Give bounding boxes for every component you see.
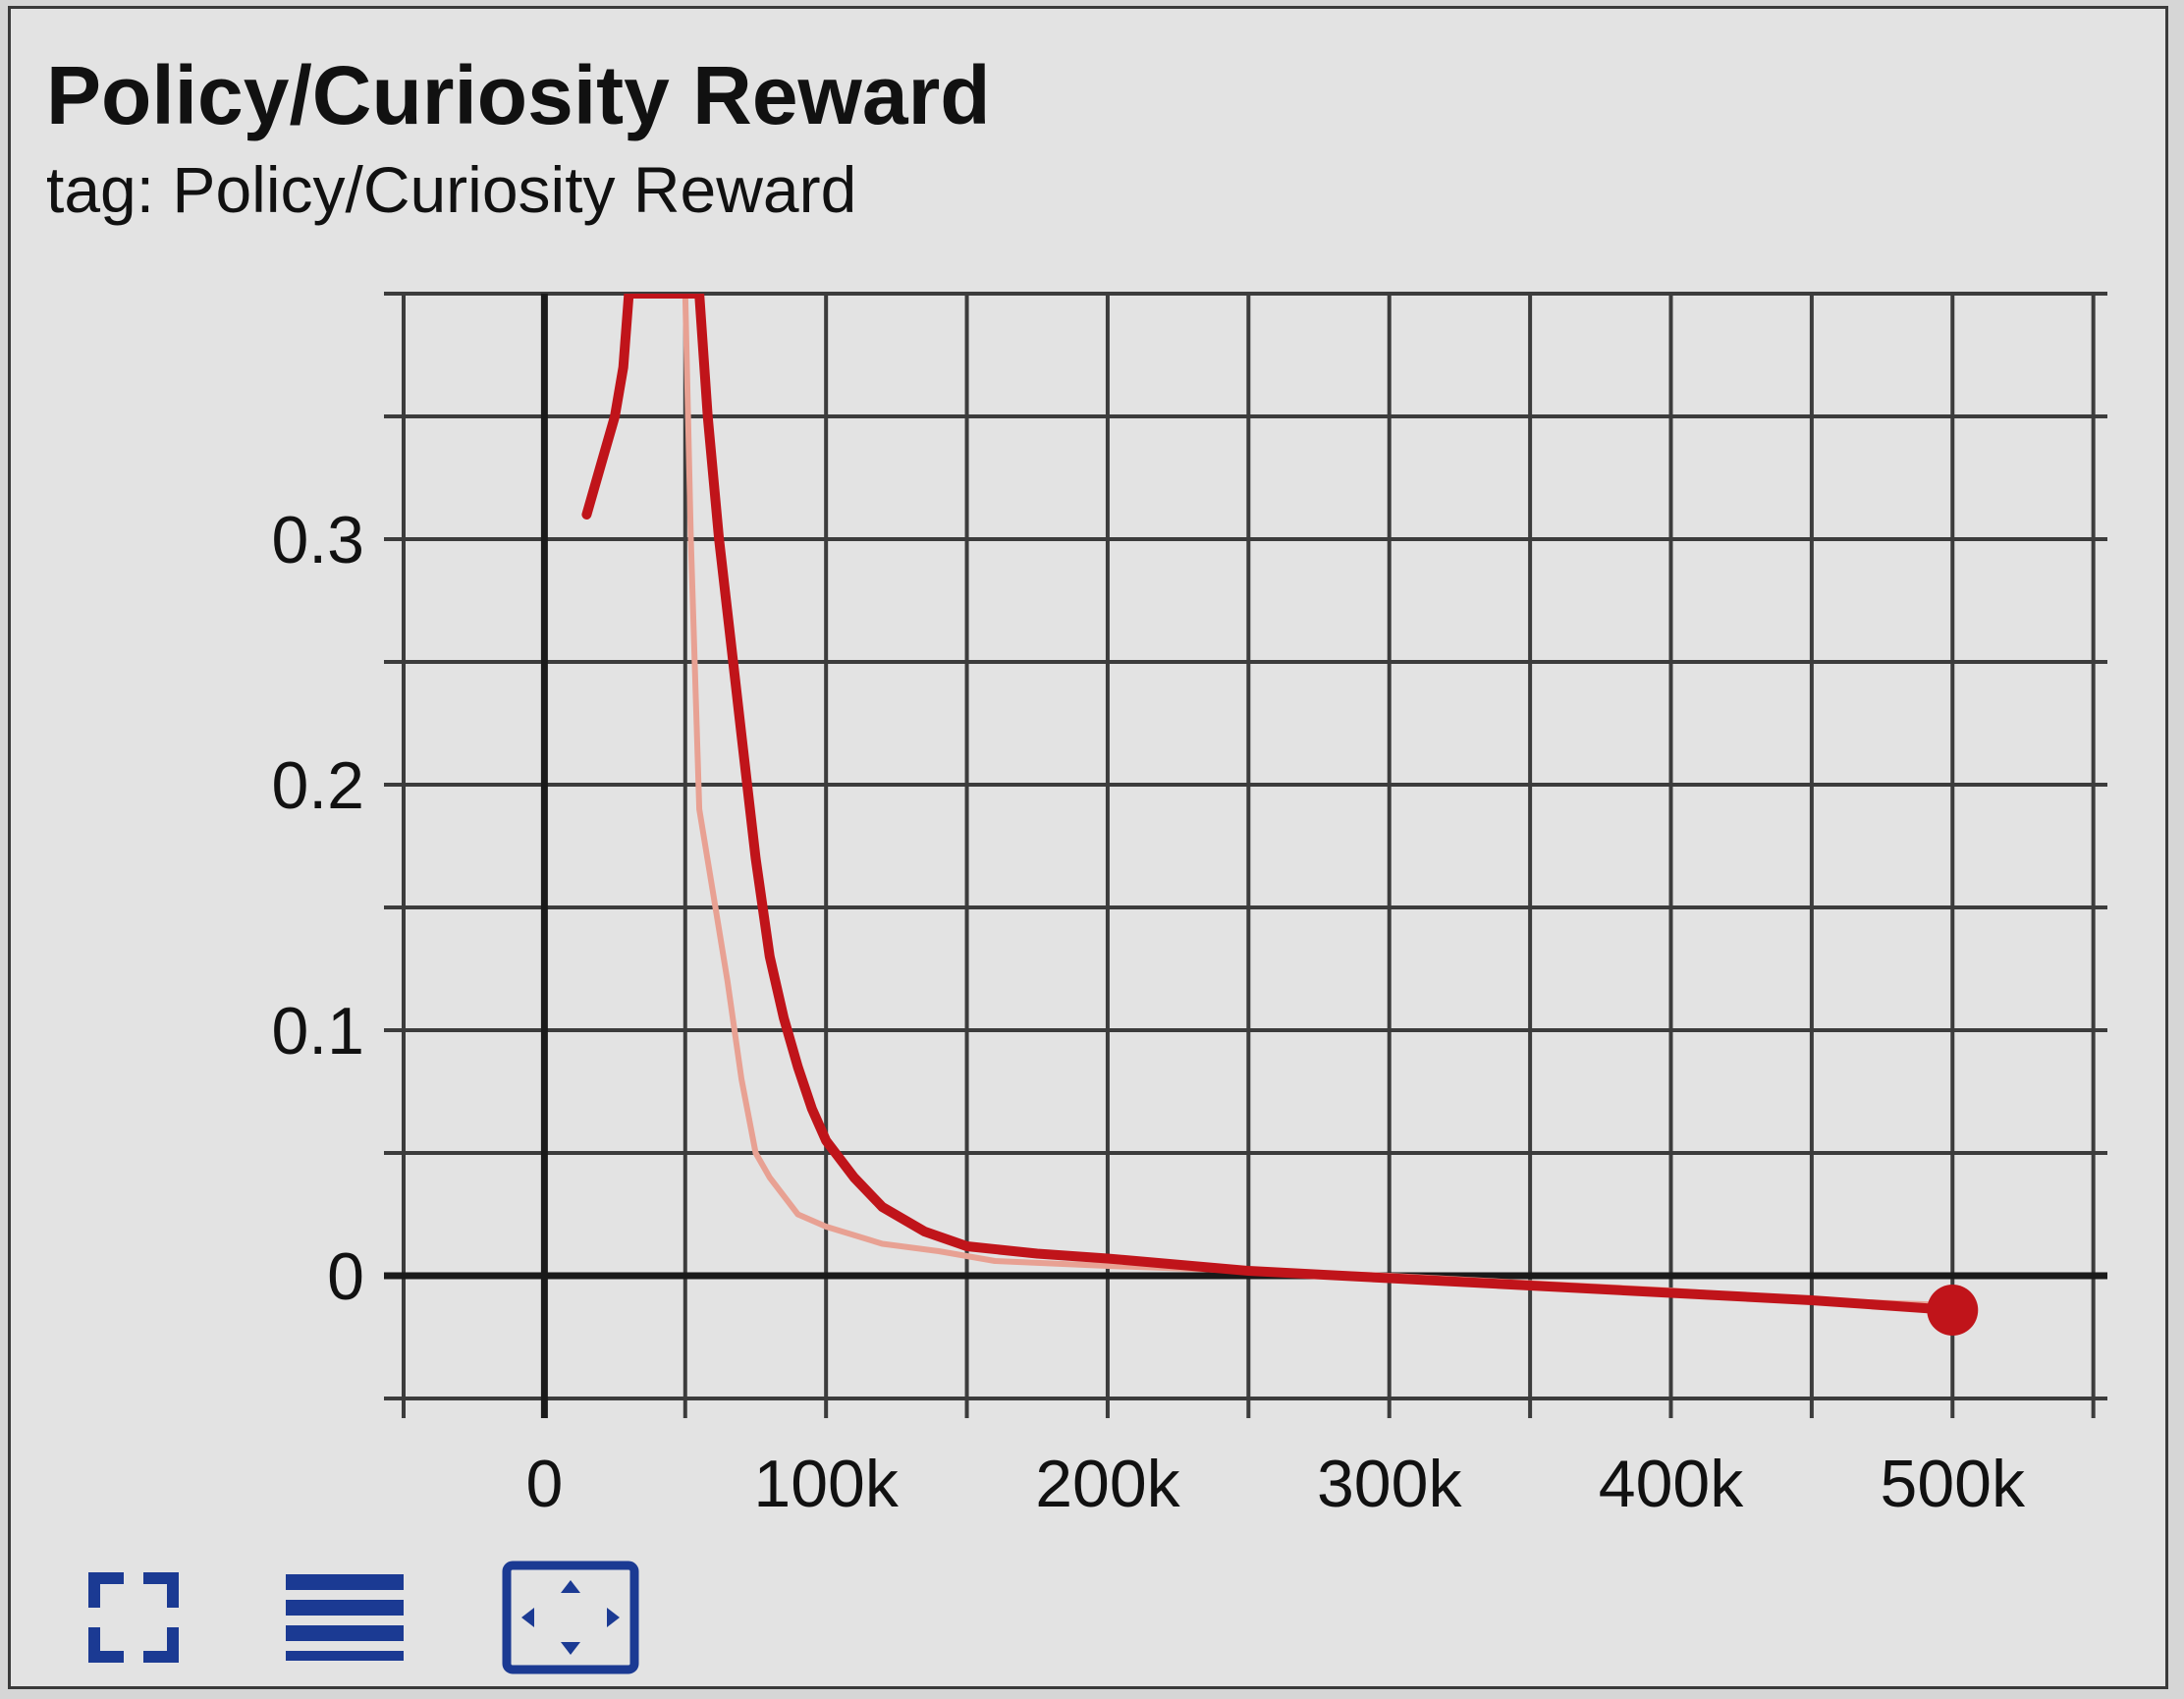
chart-card: Policy/Curiosity Reward tag: Policy/Curi… <box>8 6 2168 1689</box>
y-tick-label: 0 <box>327 1239 364 1314</box>
y-tick-label: 0.1 <box>271 994 364 1069</box>
y-tick-label: 0.2 <box>271 748 364 823</box>
y-tick-label: 0.3 <box>271 503 364 577</box>
chart-subtitle: tag: Policy/Curiosity Reward <box>46 153 857 226</box>
x-tick-label: 500k <box>1881 1447 2026 1521</box>
x-tick-label: 400k <box>1599 1447 1744 1521</box>
tick-labels: 0 100k 200k 300k 400k 500k 0 0.1 0.2 0.3 <box>271 503 2026 1521</box>
x-tick-label: 200k <box>1035 1447 1180 1521</box>
series-line-smoothed <box>581 294 1958 1315</box>
fit-domain-icon <box>502 1561 639 1673</box>
data-list-icon <box>286 1573 404 1661</box>
x-tick-label: 100k <box>753 1447 899 1521</box>
fullscreen-button[interactable] <box>80 1563 188 1672</box>
chart-title: Policy/Curiosity Reward <box>46 49 991 141</box>
chart-plot: 0 100k 200k 300k 400k 500k 0 0.1 0.2 0.3 <box>271 292 2107 1521</box>
highlight-point <box>1927 1285 1979 1336</box>
fit-domain-button[interactable] <box>502 1561 639 1673</box>
x-tick-label: 0 <box>525 1447 563 1521</box>
x-tick-label: 300k <box>1317 1447 1462 1521</box>
axis-layer <box>384 294 2107 1418</box>
series-layer <box>581 294 1979 1336</box>
chart-toolbar <box>80 1556 639 1678</box>
grid-layer <box>384 292 2107 1418</box>
fullscreen-icon <box>88 1571 179 1663</box>
toggle-data-list-button[interactable] <box>276 1563 413 1672</box>
